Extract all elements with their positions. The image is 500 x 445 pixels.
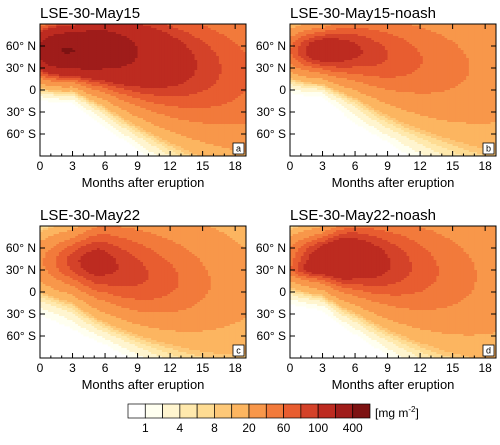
heatmap-cell xyxy=(138,148,141,150)
heatmap-cell xyxy=(108,128,111,130)
heatmap-cell xyxy=(331,102,334,104)
heatmap-cell xyxy=(116,134,119,136)
heatmap-cell xyxy=(132,144,135,146)
heatmap-cell xyxy=(48,100,51,102)
heatmap-cell xyxy=(94,118,97,120)
heatmap-cell xyxy=(298,92,301,94)
heatmap-cell xyxy=(70,100,73,102)
heatmap-cell xyxy=(64,100,67,102)
heatmap-cell xyxy=(119,136,122,138)
x-tick-label: 3 xyxy=(69,159,76,173)
heatmap-cell xyxy=(97,120,100,122)
heatmap-cell xyxy=(62,100,65,102)
heatmap-cell xyxy=(78,106,81,108)
heatmap-cell xyxy=(81,108,84,110)
heatmap-cell xyxy=(129,142,132,144)
heatmap-cell xyxy=(121,136,124,138)
heatmap-cell xyxy=(304,94,307,96)
heatmap-cell xyxy=(293,92,296,94)
heatmap-cell xyxy=(56,100,59,102)
x-tick-label: 12 xyxy=(163,159,177,173)
heatmap-cell xyxy=(135,146,138,148)
panel-label: a xyxy=(236,144,241,154)
heatmap-cell xyxy=(59,100,62,102)
heatmap-cell xyxy=(328,100,331,102)
heatmap-cell xyxy=(301,92,304,94)
heatmap-cell xyxy=(45,98,48,100)
heatmap-cell xyxy=(89,114,92,116)
y-tick-label: 0 xyxy=(29,83,36,97)
heatmap-cell xyxy=(295,92,298,94)
heatmap-cell xyxy=(86,112,89,114)
heatmap-cell xyxy=(43,98,46,100)
heatmap-cell xyxy=(312,94,315,96)
heatmap-cell xyxy=(113,132,116,134)
x-tick-label: 9 xyxy=(134,159,141,173)
panels-group: 0 3 6 9 12 15 18 60° N 30° N 0 30° S 60° S LSE-30-Ma… xyxy=(6,5,497,392)
y-tick-label: 60° N xyxy=(6,39,36,53)
x-tick-label: 18 xyxy=(228,159,242,173)
heatmap-cell xyxy=(102,124,105,126)
panel-title: LSE-30-May15 xyxy=(40,5,140,22)
heatmap-cell xyxy=(83,110,86,112)
heatmap-cell xyxy=(100,122,103,124)
heatmap-cell xyxy=(110,130,113,132)
heatmap-cell xyxy=(320,94,323,96)
heatmap-cell xyxy=(309,94,312,96)
heatmap-cell xyxy=(323,96,326,98)
heatmap-cell xyxy=(92,116,95,118)
heatmap-cell xyxy=(306,94,309,96)
heatmap-cell xyxy=(143,152,146,154)
y-tick-label: 30° N xyxy=(6,61,36,75)
heatmap-cell xyxy=(67,100,70,102)
y-tick-label: 60° S xyxy=(7,127,36,141)
heatmap-cell xyxy=(75,104,78,106)
heatmap-field xyxy=(40,24,246,156)
y-tick-label: 30° S xyxy=(7,105,36,119)
heatmap-cell xyxy=(325,98,328,100)
x-axis-label: Months after eruption xyxy=(82,175,205,190)
heatmap-cell xyxy=(314,94,317,96)
heatmap-cell xyxy=(73,102,76,104)
heatmap-cell xyxy=(54,100,57,102)
panel-a: 0 3 6 9 12 15 18 60° N 30° N 0 30° S 60° S LSE-30-Ma… xyxy=(6,5,247,190)
heatmap-field xyxy=(290,24,496,156)
heatmap-cell xyxy=(105,126,108,128)
x-tick-label: 0 xyxy=(37,159,44,173)
heatmap-cell xyxy=(51,100,54,102)
heatmap-cell xyxy=(127,140,130,142)
x-tick-label: 15 xyxy=(196,159,210,173)
heatmap-cell xyxy=(140,150,143,152)
heatmap-cell xyxy=(124,138,127,140)
x-tick-label: 6 xyxy=(102,159,109,173)
heatmap-cell xyxy=(317,94,320,96)
